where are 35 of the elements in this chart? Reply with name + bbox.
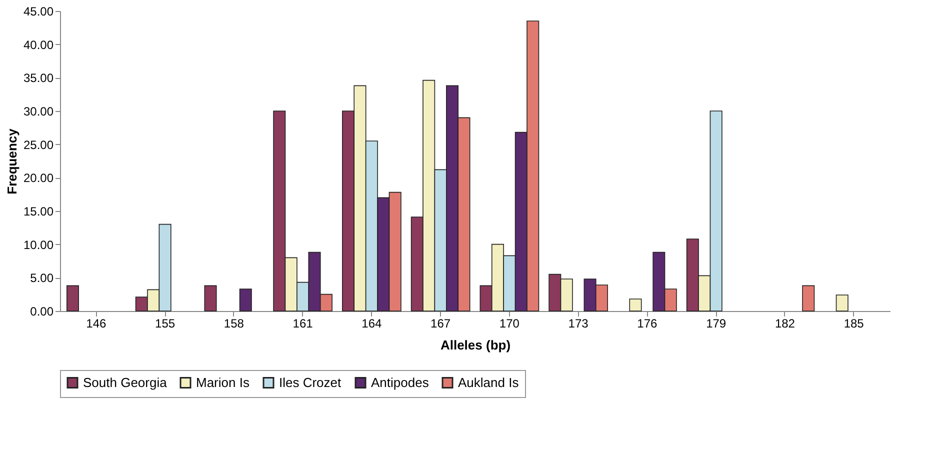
x-tick-label: 173 (568, 316, 589, 330)
y-tick-label: 10.00 (23, 238, 54, 252)
x-tick-label: 161 (292, 316, 314, 330)
x-tick-label: 164 (362, 316, 382, 330)
x-axis-title: Alleles (bp) (440, 338, 511, 352)
bar (239, 288, 252, 312)
bar (66, 285, 79, 312)
legend-label: Iles Crozet (279, 374, 342, 390)
bar (802, 285, 815, 312)
x-tick-label: 167 (430, 316, 451, 330)
y-tick-label: 35.00 (23, 71, 54, 86)
bar (629, 298, 642, 312)
y-tick-label: 20.00 (23, 171, 54, 186)
x-tick-label: 146 (86, 316, 106, 330)
x-tick-label: 158 (224, 316, 244, 330)
y-tick-label: 25.00 (23, 138, 54, 152)
y-tick-label: 0.00 (30, 304, 54, 318)
legend-label: Antipodes (371, 374, 430, 390)
x-tick-label: 170 (499, 316, 520, 330)
x-tick-label: 179 (706, 316, 726, 330)
y-axis-title: Frequency (4, 128, 20, 194)
x-tick-label: 185 (844, 316, 864, 330)
x-tick-label: 182 (774, 316, 796, 330)
legend-label: Marion Is (196, 374, 250, 390)
y-tick-label: 45.00 (23, 4, 54, 18)
x-tick-label: 176 (637, 316, 658, 330)
bar (836, 294, 848, 312)
legend-label: South Georgia (83, 374, 168, 390)
y-tick-label: 40.00 (23, 38, 54, 52)
legend-label: Aukland Is (458, 374, 520, 390)
y-tick-label: 30.00 (23, 104, 54, 118)
y-tick-label: 5.00 (30, 271, 54, 286)
x-tick-label: 155 (155, 316, 176, 330)
y-tick-label: 15.00 (23, 204, 54, 218)
bar (204, 285, 217, 312)
